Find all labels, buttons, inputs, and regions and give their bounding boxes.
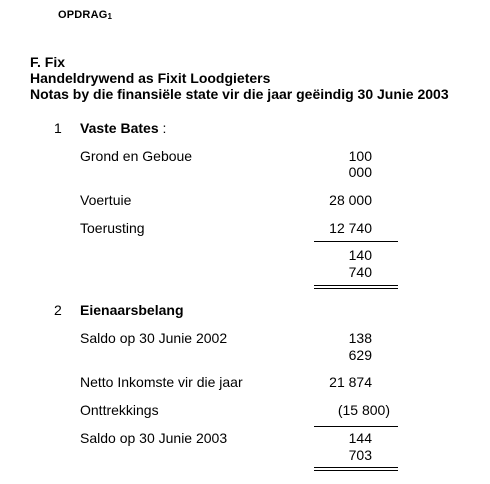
fixed-asset-label: Voertuie bbox=[80, 192, 132, 208]
equity-item-label: Onttrekkings bbox=[80, 402, 159, 418]
fixed-assets-total-part2: 740 bbox=[348, 264, 372, 280]
note-1-title: Vaste Bates bbox=[80, 120, 159, 136]
fixed-asset-value-part2: 000 bbox=[348, 164, 372, 180]
total-double-rule-bottom bbox=[314, 470, 398, 471]
assignment-title: OPDRAG1 bbox=[58, 9, 112, 21]
fixed-asset-value: 12 740 bbox=[329, 220, 372, 236]
note-2-title: Eienaarsbelang bbox=[80, 302, 184, 318]
equity-item-label: Saldo op 30 Junie 2003 bbox=[80, 430, 228, 446]
equity-item-value: 21 874 bbox=[329, 374, 372, 390]
assignment-number: 1 bbox=[107, 12, 113, 21]
equity-item-value-part2: 703 bbox=[348, 447, 372, 463]
equity-item-label: Saldo op 30 Junie 2002 bbox=[80, 330, 228, 346]
note-1-heading: Vaste Bates : bbox=[80, 120, 166, 136]
assignment-word: OPDRAG bbox=[58, 9, 108, 21]
note-2-number: 2 bbox=[54, 302, 62, 318]
total-double-rule-top bbox=[314, 285, 398, 286]
trading-name: Handeldrywend as Fixit Loodgieters bbox=[30, 70, 271, 86]
fixed-assets-total-part1: 140 bbox=[348, 247, 372, 263]
equity-item-value-part2: 629 bbox=[348, 347, 372, 363]
fixed-asset-value-part1: 100 bbox=[348, 148, 372, 164]
statement-title: Notas by die finansiële state vir die ja… bbox=[30, 86, 449, 102]
equity-item-value-part1: 138 bbox=[348, 330, 372, 346]
fixed-asset-label: Toerusting bbox=[80, 220, 145, 236]
subtotal-rule bbox=[314, 241, 398, 242]
note-1-number: 1 bbox=[54, 120, 62, 136]
fixed-asset-label: Grond en Geboue bbox=[80, 148, 193, 164]
subtotal-rule bbox=[314, 426, 398, 427]
total-double-rule-bottom bbox=[314, 288, 398, 289]
equity-item-label: Netto Inkomste vir die jaar bbox=[80, 374, 243, 390]
business-name: F. Fix bbox=[30, 54, 66, 70]
fixed-asset-value: 28 000 bbox=[329, 192, 372, 208]
note-1-title-suffix: : bbox=[158, 120, 167, 136]
equity-item-value: (15 800) bbox=[337, 402, 390, 418]
total-double-rule-top bbox=[314, 467, 398, 468]
equity-item-value-part1: 144 bbox=[348, 430, 372, 446]
